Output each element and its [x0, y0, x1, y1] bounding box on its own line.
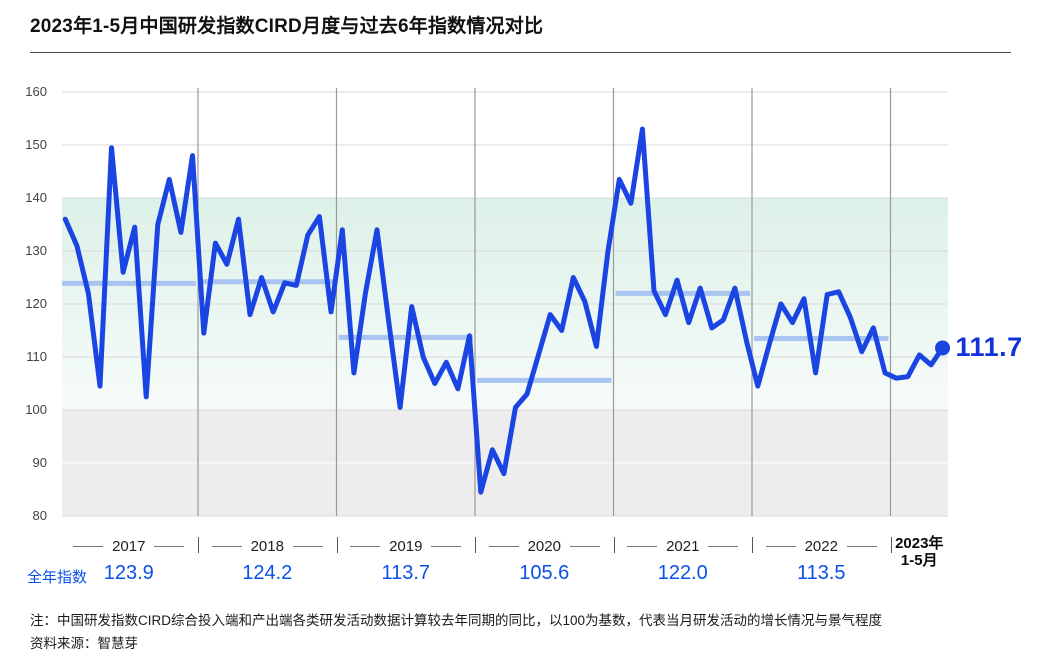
annual-index-value-2017: 123.9: [103, 562, 154, 584]
year-label-dash: [569, 545, 600, 547]
year-label-dash: [154, 545, 185, 547]
year-label-text: 2018: [250, 537, 284, 555]
annual-index-value-2022: 113.5: [796, 562, 846, 584]
y-axis-tick-130: 130: [25, 243, 47, 258]
year-label-text: 2019: [389, 537, 423, 555]
source-text: 资料来源：智慧芽: [30, 636, 138, 651]
year-axis-label-2021: 2021: [614, 536, 753, 556]
year-axis-separator: [890, 537, 892, 553]
year-axis-label-2018: 2018: [198, 536, 337, 556]
year-label-dash: [846, 545, 877, 547]
year-label-text: 2021: [666, 537, 700, 555]
year-axis-label-2019: 2019: [337, 536, 476, 556]
year-2023-line2: 1-5月: [900, 552, 938, 569]
monthly-index-line: [62, 126, 945, 495]
year-axis-separator: [336, 537, 338, 553]
year-label-dash: [292, 545, 323, 547]
year-axis-separator: [613, 537, 615, 553]
year-label-text: 2022: [804, 537, 838, 555]
note-text: 注：中国研发指数CIRD综合投入端和产出端各类研发活动数据计算较去年同期的同比，…: [30, 613, 883, 628]
annual-index-value-2018: 124.2: [242, 562, 293, 584]
year-label-dash: [765, 545, 796, 547]
year-label-text: 2017: [112, 537, 146, 555]
year-label-dash: [211, 545, 242, 547]
latest-value-label: 111.7: [955, 331, 1023, 362]
y-axis-tick-150: 150: [25, 137, 47, 152]
annual-average-bar-2017: [62, 280, 196, 286]
annual-index-row-label: 全年指数: [27, 569, 88, 586]
latest-point-dot: [935, 340, 951, 356]
year-label-dash: [708, 545, 739, 547]
annual-index-value-2019: 113.7: [381, 562, 431, 584]
annual-average-bar-2020: [477, 377, 612, 383]
y-axis-tick-90: 90: [32, 455, 47, 470]
annual-index-value-2020: 105.6: [519, 562, 570, 584]
year-label-dash: [73, 545, 104, 547]
year-axis-label-2023: 2023年 1-5月: [891, 535, 949, 569]
year-label-dash: [431, 545, 462, 547]
y-axis-tick-160: 160: [25, 84, 47, 99]
year-axis-separator: [198, 537, 199, 553]
title-divider-line: [30, 52, 1011, 53]
year-axis-label-2017: 2017: [60, 536, 199, 556]
annual-average-bar-2018: [200, 279, 335, 285]
year-label-dash: [488, 545, 519, 547]
y-axis-tick-80: 80: [32, 508, 47, 523]
year-label-dash: [627, 545, 658, 547]
y-axis-tick-100: 100: [25, 402, 47, 417]
page-title: 2023年1-5月中国研发指数CIRD月度与过去6年指数情况对比: [30, 16, 544, 37]
annual-index-value-2021: 122.0: [657, 562, 708, 584]
year-label-text: 2020: [527, 537, 561, 555]
year-axis-label-2022: 2022: [752, 536, 891, 556]
y-axis-tick-120: 120: [25, 296, 47, 311]
year-axis-separator: [752, 537, 753, 553]
year-label-dash: [350, 545, 381, 547]
y-axis-tick-140: 140: [25, 190, 47, 205]
year-axis-separator: [475, 537, 476, 553]
y-axis-tick-110: 110: [26, 349, 47, 364]
year-axis-label-2020: 2020: [475, 536, 614, 556]
year-2023-line1: 2023年: [895, 535, 944, 552]
